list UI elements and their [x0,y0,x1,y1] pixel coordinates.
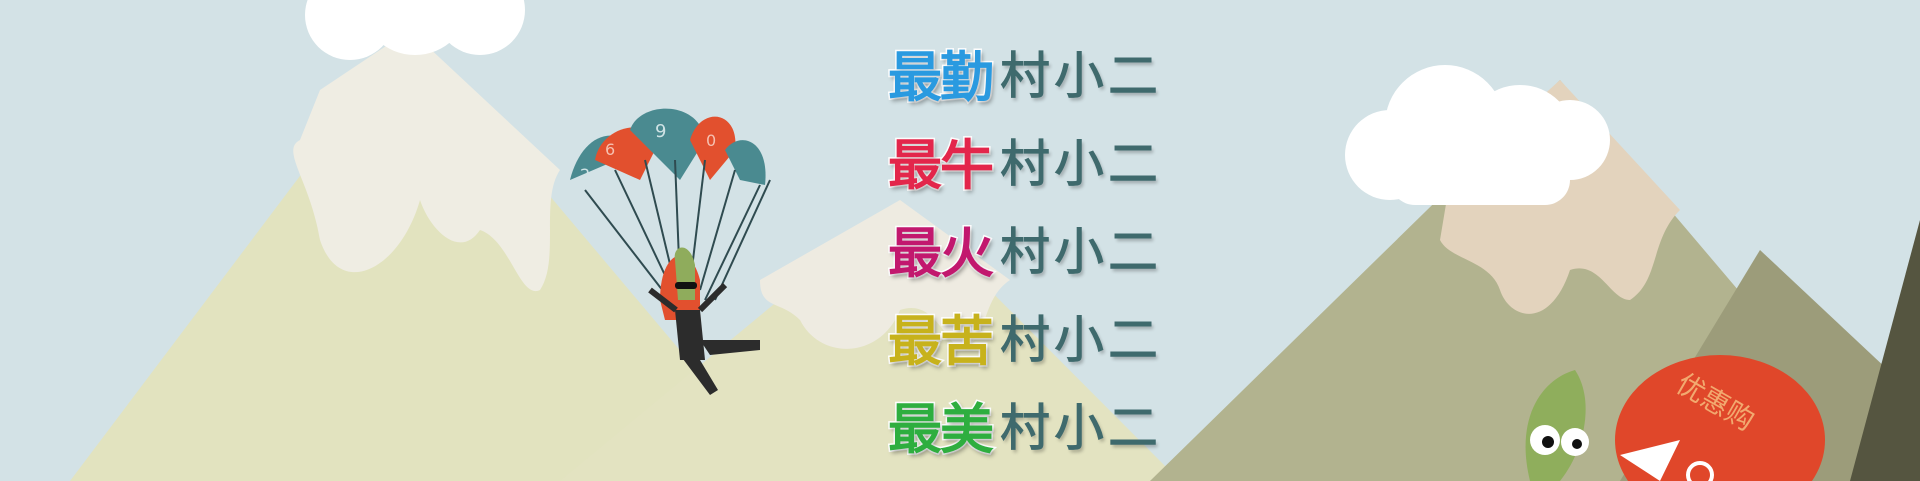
parachute: 2 6 9 0 [570,108,771,395]
parachute-number-2: 6 [605,140,615,159]
award-highlight: 最火 [887,220,996,286]
middle-mountain-snow [760,200,1010,350]
award-title-row: 最牛 村小二 [887,116,1188,204]
parachute-number-3: 9 [655,121,666,142]
award-title-row: 最勤 村小二 [887,28,1188,116]
award-title-row: 最美 村小二 [887,380,1188,468]
parachute-number-1: 2 [580,165,590,184]
left-mountain-snow [293,30,560,292]
left-mountain [70,30,790,481]
award-name: 村小二 [1000,399,1162,458]
award-highlight: 最苦 [887,308,996,374]
cloud-right [1345,65,1610,205]
award-highlight: 最勤 [887,44,996,110]
award-title-row: 最火 村小二 [887,204,1188,292]
award-titles-list: 最勤 村小二 最牛 村小二 最火 村小二 最苦 村小二 最美 村小二 [887,28,1188,468]
edge-rock [1850,220,1920,481]
award-title-row: 最苦 村小二 [887,292,1188,380]
parachute-number-4: 0 [706,131,716,150]
award-name: 村小二 [1000,47,1162,106]
award-name: 村小二 [1000,311,1162,370]
award-name: 村小二 [1000,223,1162,282]
award-highlight: 最美 [887,396,996,462]
right-mascot: 优惠购 [1525,355,1825,481]
award-name: 村小二 [1000,135,1162,194]
cloud-top-left [305,0,525,60]
award-highlight: 最牛 [887,132,996,198]
